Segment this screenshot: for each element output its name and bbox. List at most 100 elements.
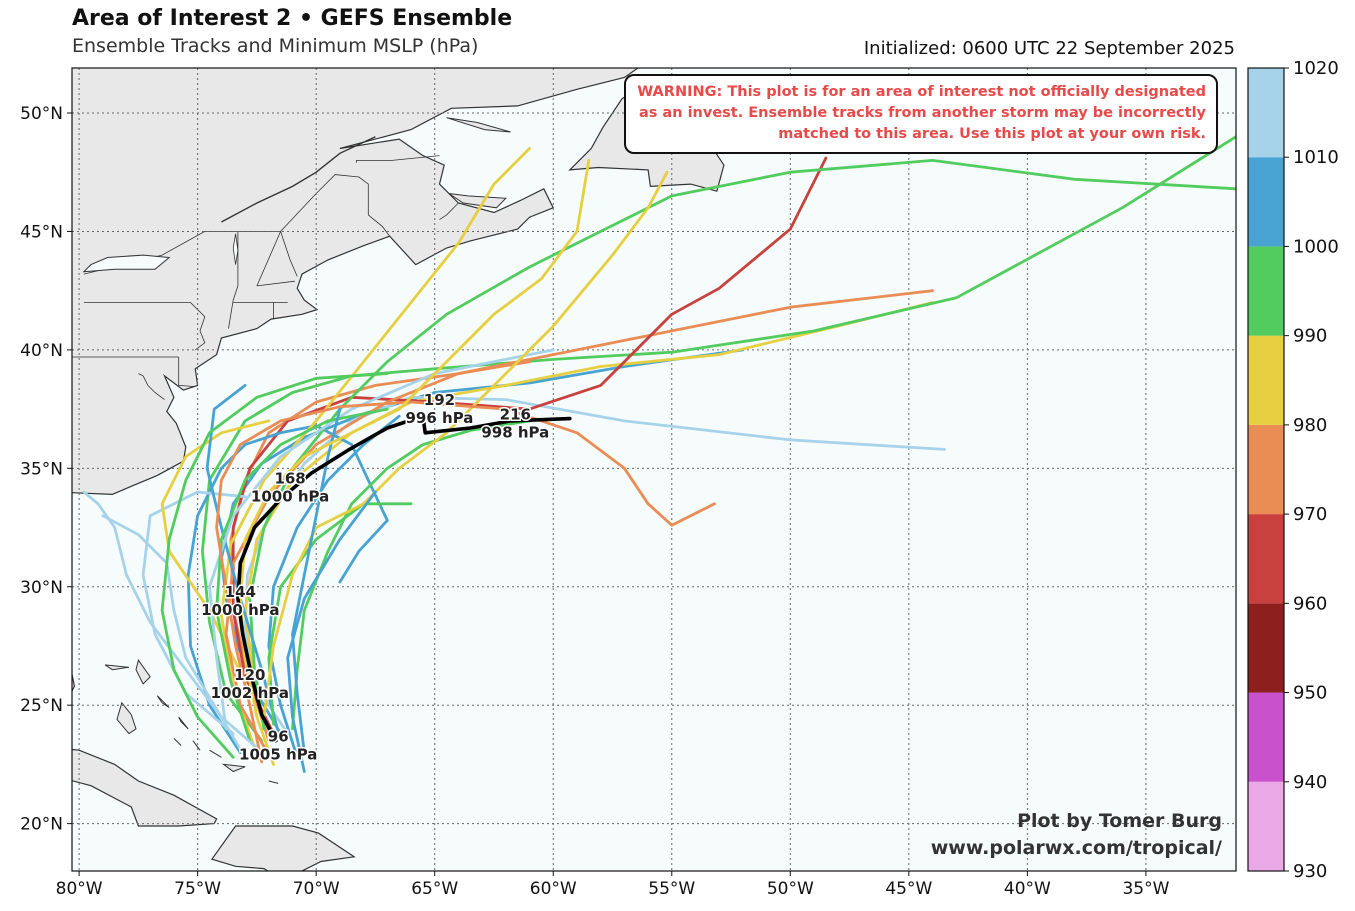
forecast-hour-label: 120 [234,666,265,684]
lon-tick-label: 75°W [174,879,221,899]
border-line [178,357,196,387]
ensemble-track [186,424,389,754]
pressure-label: 1005 hPa [239,745,317,763]
land-cuba [72,748,218,827]
border-line [439,202,459,220]
land-bahamas-island [192,740,201,751]
ensemble-track [208,348,555,731]
colorbar-segment [1248,692,1284,782]
lon-tick-label: 35°W [1122,879,1169,899]
land-bahamas-island [135,659,151,685]
credit-author: Plot by Tomer Burg [1017,810,1222,832]
ensemble-track [224,360,531,757]
ensemble-track [243,395,946,735]
colorbar-label: 1000 [1293,236,1339,257]
forecast-hour-label: 144 [225,583,256,601]
lon-tick-label: 80°W [56,879,103,899]
forecast-hour-label: 192 [424,391,455,409]
border-line [138,373,165,400]
colorbar-segment [1248,424,1284,515]
axis-ticks: 80°W 75°W 70°W 65°W 60°W 55°W 50°W 45°W 40°W 35°W… [20,104,1169,899]
pressure-label: 996 hPa [405,409,473,427]
colorbar-segment [1248,781,1284,871]
lat-tick-label: 40°N [20,341,63,361]
ensemble-track [220,147,531,750]
colorbar-label: 950 [1293,683,1327,704]
ensemble-track [215,407,389,743]
colorbar-label: 940 [1293,772,1327,793]
mean-track-line [236,414,572,743]
land-bahamas-island [156,695,170,709]
border-line [83,174,391,275]
forecast-hour-label: 96 [268,727,289,745]
colorbar-segment [1248,514,1284,604]
warning-box: WARNING: This plot is for an area of int… [624,74,1218,154]
border-line [83,302,206,351]
ensemble-track [291,419,531,731]
pressure-label: 1002 hPa [211,684,289,702]
colorbar-label: 1010 [1293,147,1339,168]
land-layer [72,68,725,871]
initialized-time: Initialized: 0600 UTC 22 September 2025 [863,38,1235,59]
ensemble-track [262,170,669,719]
ensemble-tracks [82,135,1236,773]
plot-frame [71,67,1237,872]
colorbar-label: 990 [1293,326,1327,347]
lake-champlain [232,233,239,265]
land-bahamas-island [268,780,279,784]
colorbar-label: 970 [1293,504,1327,525]
colorbar-label: 960 [1293,593,1327,614]
lon-tick-label: 70°W [293,879,340,899]
ensemble-track [267,414,401,759]
lake-ontario [82,254,171,273]
land-andros [116,701,137,735]
colorbar-label: 980 [1293,415,1327,436]
land-hispaniola [210,825,356,871]
lon-tick-label: 55°W [648,879,695,899]
lat-tick-label: 45°N [20,222,63,242]
lat-tick-label: 25°N [20,696,63,716]
land-north-america [72,68,640,496]
pressure-label: 998 hPa [481,423,549,441]
ensemble-track [291,407,342,754]
land-bahamas-island [104,664,129,671]
colorbar-segment [1248,246,1284,336]
river-st-lawrence [221,136,376,223]
border-line [256,280,295,287]
colorbar-segment [1248,68,1284,158]
lon-tick-label: 50°W [767,879,814,899]
lon-tick-label: 60°W [530,879,577,899]
land-bahamas-island [221,763,246,773]
border-line [256,231,281,287]
border-line [228,231,239,329]
pressure-label: 1000 hPa [201,601,279,619]
forecast-hour-label: 216 [500,405,531,423]
colorbar-segment [1248,335,1284,425]
ensemble-track [215,400,716,764]
lat-tick-label: 35°N [20,459,63,479]
land-bahamas-island [178,716,189,730]
land-bahamas-island [173,738,182,746]
map-subtitle: Ensemble Tracks and Minimum MSLP (hPa) [72,35,479,57]
gridlines [72,68,1236,871]
ensemble-track [82,490,259,750]
pressure-label: 1000 hPa [251,487,329,505]
credit-block: Plot by Tomer Burg www.polarwx.com/tropi… [931,808,1222,862]
credit-url: www.polarwx.com/tropical/ [930,837,1222,859]
ensemble-track [286,490,377,773]
land-pei [448,193,507,209]
forecast-hour-label: 168 [274,469,305,487]
lat-tick-label: 20°N [20,815,63,835]
land-anticosti [446,117,511,133]
ensemble-track [160,419,271,683]
map-title: Area of Interest 2 • GEFS Ensemble [72,6,513,31]
lat-tick-label: 50°N [20,104,63,124]
colorbar-segment [1248,603,1284,693]
mean-track [236,414,572,743]
lon-tick-label: 40°W [1004,879,1051,899]
ensemble-track [248,159,1236,731]
lon-tick-label: 45°W [885,879,932,899]
ensemble-track [160,372,389,759]
colorbar-label: 1020 [1293,58,1339,79]
